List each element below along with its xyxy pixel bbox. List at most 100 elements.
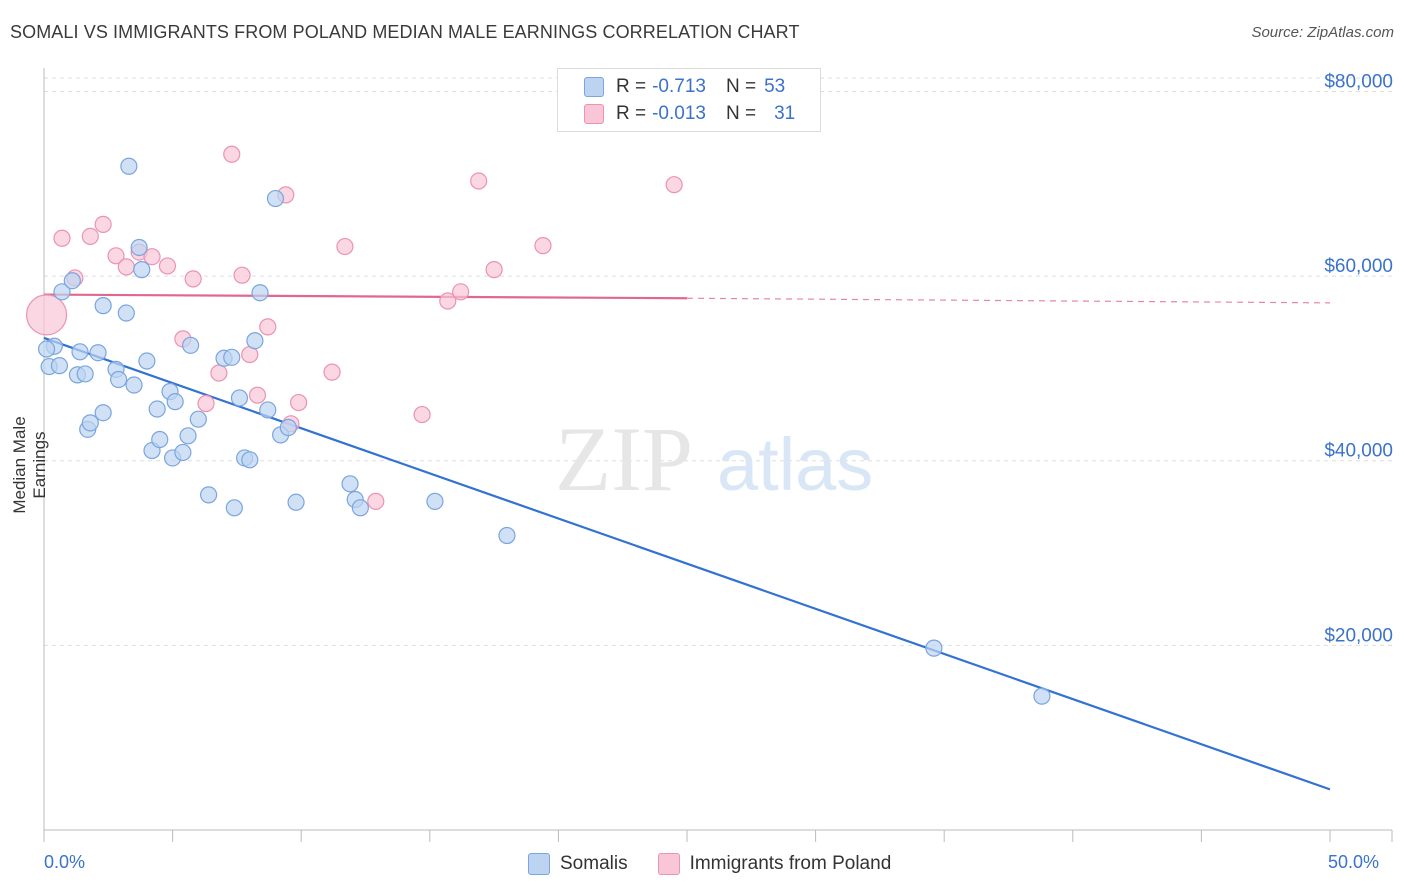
poland-point [248,386,267,404]
legend-n-label: N = [725,103,757,124]
series-legend-swatch-poland [657,853,680,875]
somali-point [109,370,128,389]
x-tick-label-max: 50.0% [1328,852,1380,872]
somali-point [426,492,444,510]
somali-point [279,418,297,437]
legend-swatch-somali [584,77,604,97]
watermark: ZIP atlas [555,408,873,510]
poland-trend-line-dashed [686,297,1331,304]
somali-point [351,499,369,517]
watermark-zip: ZIP [555,408,693,510]
somali-point [182,336,200,354]
somali-point [230,389,249,407]
poland-point [413,405,431,424]
somali-point [179,427,197,445]
somali-point [166,393,184,411]
poland-point [81,227,99,246]
axes [43,68,1393,842]
legend-r-label: R = [616,103,647,124]
series-legend-label-poland: Immigrants from Poland [689,853,892,874]
poland-point [94,215,112,233]
somali-point [223,348,241,366]
poland-point [452,283,470,301]
somali-point [76,365,94,383]
somali-point [498,526,516,545]
series-legend-item-somalis: Somalis [528,853,628,875]
poland-point [158,257,177,275]
series-legend-label-somalis: Somalis [560,853,628,874]
somali-point [341,475,359,493]
somali-point [71,343,89,361]
somali-point [50,357,69,375]
somali-point [241,451,259,469]
poland-point [233,266,251,284]
legend-swatch-poland [584,104,604,124]
trend-lines [43,293,1331,791]
somali-trend-line [43,336,1331,791]
poland-point [184,270,202,288]
correlation-legend: R = -0.713 N = 53 R = -0.013 N = 31 [557,68,821,132]
legend-r-value-somali: -0.713 [652,76,706,97]
somali-point [151,430,169,449]
somali-point [37,340,56,358]
legend-n-label: N = [725,76,757,97]
somali-point [138,352,156,370]
somali-point [133,261,151,279]
y-tick-label: $20,000 [1324,625,1393,646]
y-tick-label: $40,000 [1324,441,1393,462]
somali-point [1033,687,1051,705]
legend-n-value-somali: 53 [764,76,786,97]
somali-point [120,157,138,175]
somali-point [148,400,166,418]
poland-point [143,248,161,266]
legend-row-somali: R = -0.713 N = 53 [584,75,785,99]
legend-r-label: R = [616,76,647,97]
poland-point [485,261,503,279]
poland-point [439,292,457,310]
poland-point [53,229,71,247]
series-legend-item-poland: Immigrants from Poland [657,853,892,875]
somali-point [266,189,285,208]
poland-point [107,247,125,265]
somali-point [53,283,71,301]
poland-trend-line-solid [43,293,688,300]
poland-point [534,237,552,255]
y-tick-label: $80,000 [1324,71,1393,92]
poland-point [197,394,215,413]
somali-point [63,272,81,290]
poland-point [323,363,341,381]
y-tick-labels: $20,000 $40,000 $60,000 $80,000 [1324,71,1393,646]
legend-r-value-poland: -0.013 [652,103,706,124]
poland-point [367,492,385,510]
poland-point [470,172,488,190]
poland-point [117,258,135,276]
poland-point [259,318,277,336]
somali-point [225,499,243,517]
series-legend-swatch-somalis [528,853,550,875]
y-tick-label: $60,000 [1324,256,1393,277]
y-axis-label: Median Male Earnings [10,416,49,514]
somali-point [925,639,943,657]
somali-point [246,332,264,350]
poland-point [25,294,68,336]
watermark-atlas: atlas [717,423,873,506]
somali-point [259,401,277,419]
somali-point [287,493,305,511]
poland-point [665,176,683,194]
somali-point [81,414,99,432]
somali-point [174,443,192,462]
somali-point [130,238,148,257]
somali-point [117,304,135,322]
somali-point [189,410,207,428]
somali-point [94,404,112,422]
legend-row-poland: R = -0.013 N = 31 [584,102,795,126]
data-points [25,145,1051,705]
somali-point [251,284,269,302]
poland-point [336,237,354,256]
x-tick-label-min: 0.0% [44,852,86,872]
somali-point [94,297,112,315]
poland-point [210,364,228,382]
somali-point [200,486,218,504]
chart-title: SOMALI VS IMMIGRANTS FROM POLAND MEDIAN … [10,22,800,42]
